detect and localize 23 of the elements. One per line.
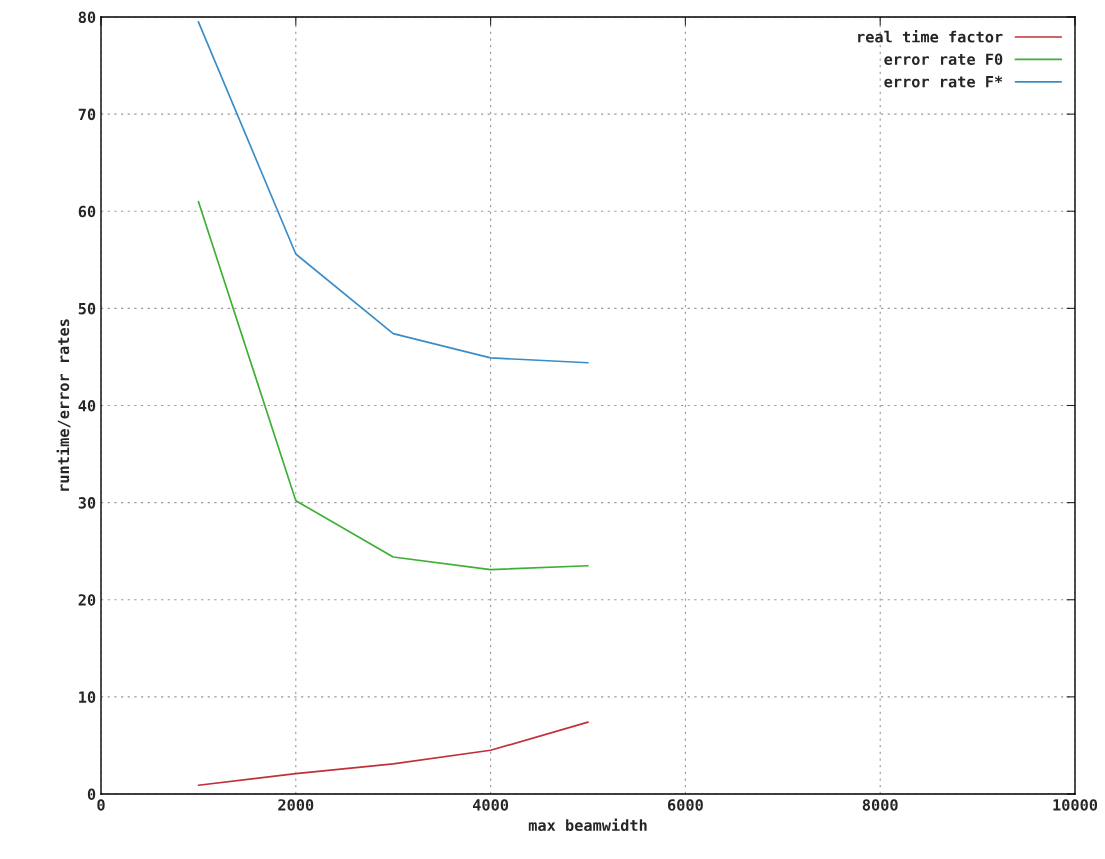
y-tick-label: 80 — [78, 11, 96, 24]
x-axis-title: max beamwidth — [528, 818, 647, 832]
y-tick-label: 60 — [78, 205, 96, 218]
line-series — [197, 21, 589, 364]
x-tick-label: 2000 — [278, 799, 314, 811]
y-tick-label: 30 — [78, 497, 96, 509]
x-tick-label: 4000 — [472, 799, 509, 811]
y-axis-title: runtime/error rates — [56, 319, 71, 491]
y-tick-label: 0 — [87, 788, 96, 801]
y-tick-label: 50 — [78, 302, 96, 315]
legend-label: error rate F0 — [884, 53, 1003, 65]
y-tick-label: 10 — [79, 691, 96, 703]
x-tick-label: 10000 — [1053, 799, 1098, 811]
y-tick-label: 40 — [78, 399, 96, 412]
line-series — [197, 200, 589, 571]
legend-label: real time factor — [858, 29, 1003, 43]
legend-label: error rate F* — [884, 75, 1003, 88]
y-tick-label: 20 — [78, 594, 96, 606]
x-tick-label: 6000 — [667, 799, 703, 811]
x-tick-label: 0 — [97, 799, 105, 811]
x-tick-label: 8000 — [862, 799, 898, 811]
y-tick-label: 70 — [78, 108, 96, 121]
line-series — [197, 721, 589, 787]
